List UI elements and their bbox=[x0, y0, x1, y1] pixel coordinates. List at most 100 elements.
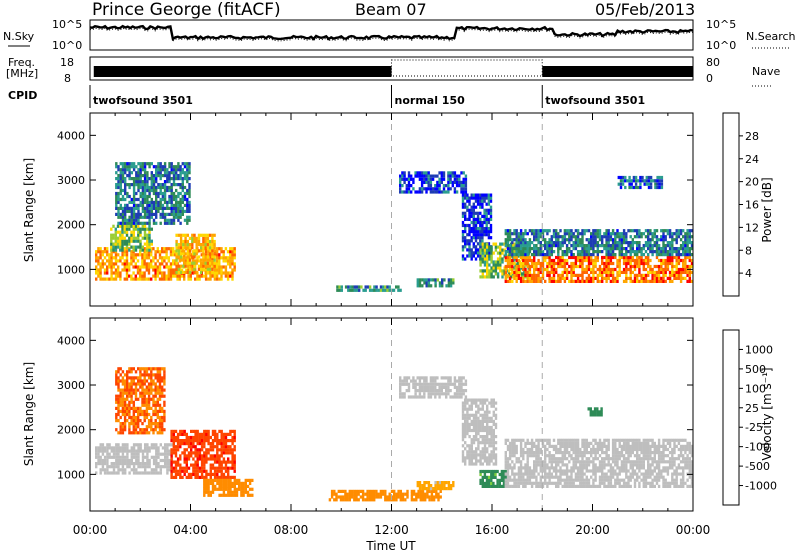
power-cell bbox=[139, 277, 142, 281]
power-cell bbox=[447, 284, 451, 288]
power-cell bbox=[492, 266, 495, 270]
power-cell bbox=[629, 250, 632, 254]
power-cell bbox=[544, 241, 547, 245]
velocity-cell bbox=[464, 432, 467, 436]
velocity-cell bbox=[248, 481, 252, 485]
power-cell bbox=[483, 269, 487, 273]
power-cell bbox=[172, 253, 175, 257]
velocity-cell bbox=[425, 389, 428, 393]
power-cell bbox=[563, 276, 567, 280]
velocity-cell bbox=[233, 490, 236, 494]
power-cell bbox=[587, 279, 591, 283]
power-cell bbox=[583, 250, 586, 254]
velocity-cell bbox=[381, 492, 385, 496]
velocity-cell bbox=[124, 458, 127, 463]
power-cell bbox=[434, 190, 437, 194]
power-cell bbox=[585, 258, 588, 263]
power-cell bbox=[112, 256, 115, 260]
velocity-cell bbox=[190, 442, 193, 446]
power-cell bbox=[188, 203, 191, 207]
power-cell bbox=[179, 243, 183, 247]
power-cell bbox=[124, 221, 127, 225]
velocity-cell bbox=[464, 435, 467, 439]
power-cell bbox=[592, 235, 595, 239]
power-cell bbox=[504, 267, 507, 272]
velocity-cell bbox=[203, 429, 206, 433]
power-cell bbox=[481, 251, 484, 255]
velocity-cell bbox=[475, 450, 478, 454]
power-cell bbox=[494, 248, 498, 252]
power-cell bbox=[453, 180, 457, 184]
power-cell bbox=[519, 255, 523, 260]
velocity-cell bbox=[137, 458, 140, 463]
power-cell bbox=[517, 232, 521, 236]
power-cell bbox=[464, 214, 467, 218]
power-cell bbox=[625, 261, 628, 266]
power-cell bbox=[619, 185, 623, 190]
power-cell bbox=[195, 243, 198, 247]
velocity-cell bbox=[196, 460, 199, 464]
power-cell bbox=[649, 232, 652, 236]
power-cell bbox=[163, 277, 166, 281]
velocity-cell bbox=[205, 460, 208, 464]
power-cell bbox=[163, 168, 167, 172]
power-cell bbox=[233, 256, 236, 260]
velocity-cell bbox=[137, 382, 140, 386]
velocity-cell bbox=[123, 409, 127, 413]
velocity-cell bbox=[137, 443, 140, 447]
velocity-cell bbox=[458, 379, 461, 383]
power-cell bbox=[537, 241, 540, 245]
velocity-cell bbox=[190, 475, 193, 479]
power-cell bbox=[568, 247, 571, 251]
power-cell bbox=[622, 238, 626, 242]
velocity-cell bbox=[220, 448, 223, 452]
velocity-cell bbox=[119, 391, 122, 395]
power-cell bbox=[592, 258, 595, 263]
power-cell bbox=[112, 245, 115, 249]
power-cell bbox=[619, 182, 623, 186]
power-cell bbox=[479, 254, 482, 258]
velocity-cell bbox=[161, 431, 164, 435]
velocity-cell bbox=[461, 416, 465, 420]
velocity-cell bbox=[164, 455, 167, 459]
power-cell bbox=[686, 270, 689, 274]
velocity-cell bbox=[486, 422, 489, 426]
power-cell bbox=[132, 197, 136, 202]
power-cell bbox=[550, 253, 553, 257]
velocity-cell bbox=[141, 379, 144, 383]
power-cell bbox=[128, 248, 131, 252]
power-cell bbox=[644, 279, 648, 283]
velocity-cell bbox=[150, 406, 153, 410]
power-cell bbox=[229, 265, 232, 269]
power-cell bbox=[146, 236, 149, 240]
velocity-cell bbox=[123, 385, 127, 389]
power-cell bbox=[642, 253, 645, 257]
power-cell bbox=[181, 209, 184, 213]
power-cell bbox=[656, 175, 659, 180]
power-cell bbox=[132, 256, 135, 260]
power-cell bbox=[644, 241, 648, 245]
power-cell bbox=[148, 221, 151, 225]
power-cell bbox=[168, 188, 171, 193]
velocity-cell bbox=[442, 382, 446, 386]
power-cell bbox=[662, 232, 665, 236]
power-cell bbox=[611, 232, 615, 236]
power-cell bbox=[605, 253, 608, 257]
velocity-cell bbox=[214, 484, 217, 488]
power-cell bbox=[627, 261, 630, 266]
power-cell bbox=[208, 267, 212, 271]
power-cell bbox=[522, 244, 525, 248]
power-cell bbox=[423, 177, 426, 181]
power-cell bbox=[515, 264, 518, 269]
velocity-cell bbox=[373, 489, 376, 493]
velocity-cell bbox=[141, 394, 144, 398]
power-cell bbox=[511, 261, 514, 266]
power-cell bbox=[474, 205, 478, 209]
velocity-cell bbox=[194, 475, 197, 479]
velocity-cell bbox=[185, 460, 188, 464]
velocity-cell bbox=[373, 495, 376, 499]
power-cell bbox=[121, 248, 124, 252]
velocity-cell bbox=[159, 465, 162, 469]
power-cell bbox=[684, 238, 687, 242]
power-cell bbox=[204, 277, 208, 281]
